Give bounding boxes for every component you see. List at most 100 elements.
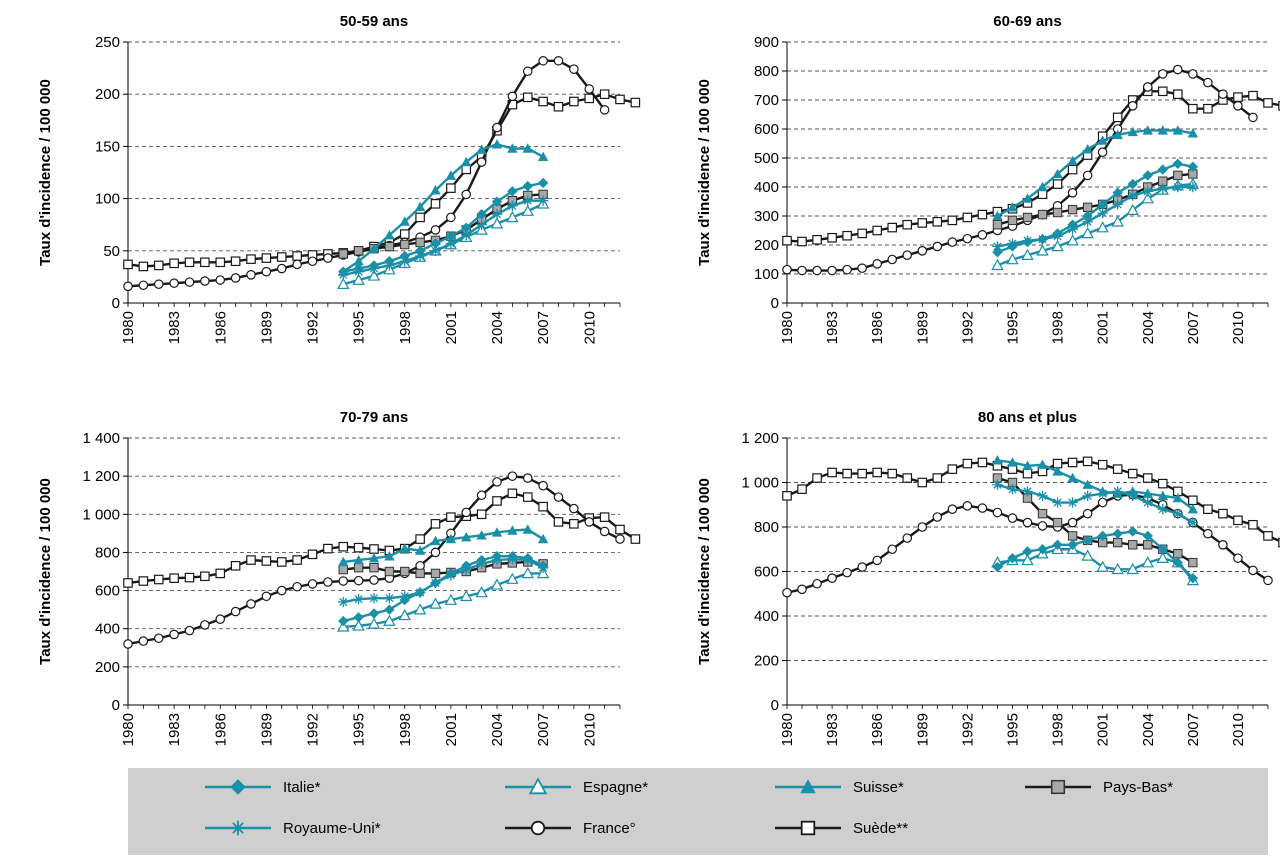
data-point [1097,497,1108,508]
data-point [368,608,380,619]
data-point [992,455,1003,465]
y-tick-label: 150 [95,138,120,155]
legend-label-france: France° [583,819,636,837]
data-point [1081,226,1094,239]
x-tick-label: 2001 [443,713,460,746]
data-point [1067,539,1078,550]
data-point [962,233,973,244]
data-point [1022,236,1033,248]
data-point [522,66,533,77]
data-point [857,228,867,239]
x-tick-label: 1986 [212,311,229,344]
data-point [537,533,549,544]
data-point [123,578,133,588]
data-point [521,566,534,579]
data-point [200,620,210,630]
x-tick-label: 2004 [489,311,506,344]
x-tick-label: 1989 [258,713,275,746]
y-tick-label: 300 [754,208,779,225]
data-point [1142,473,1153,483]
data-point [522,92,533,103]
y-tick-label: 700 [754,92,779,109]
data-point [1188,69,1198,79]
legend-marker [528,777,548,795]
data-point [1248,519,1258,530]
data-point [1112,464,1123,474]
data-point [782,264,792,275]
y-tick-label: 800 [95,544,120,561]
data-point [323,577,333,587]
y-axis-label: Taux d'incidence / 100 000 [37,79,54,266]
data-point [1082,210,1093,222]
legend-swatch-royaume-uni [205,820,271,836]
data-point [246,599,256,609]
legend-item-royaume-uni: Royaume-Uni* [203,815,381,841]
data-point [1097,207,1108,219]
data-point [872,225,882,236]
data-point [230,273,241,283]
data-point [353,554,364,565]
data-point [368,552,380,563]
data-point [369,562,379,573]
data-point [1067,531,1078,541]
data-point [338,266,349,276]
y-tick-label: 800 [754,519,779,536]
data-point [522,524,533,534]
data-point [169,258,179,269]
x-tick-label: 2004 [489,713,506,746]
data-point [414,201,426,212]
y-tick-label: 0 [112,295,120,312]
data-point [292,251,302,261]
data-point [1157,504,1168,515]
series-suede [123,89,641,272]
x-tick-label: 2001 [443,311,460,344]
data-point [1127,190,1138,201]
data-point [430,535,441,546]
data-point [553,517,564,527]
legend-item-italie: Italie* [203,774,321,800]
data-point [599,512,610,522]
data-point [538,480,548,491]
x-tick-label: 2007 [1185,311,1202,344]
data-point [1172,557,1184,568]
legend-item-france: France° [503,815,636,841]
series-italie [992,526,1199,584]
data-point [992,247,1003,258]
data-point [827,265,837,276]
data-point [446,212,456,223]
data-point [1172,125,1184,135]
legend-label-italie: Italie* [283,778,321,796]
chart-title: 50-59 ans [340,13,408,30]
data-point [430,238,441,249]
x-tick-label: 1998 [1050,311,1067,344]
data-point [476,209,487,220]
data-point [1173,64,1183,75]
data-point [887,254,898,265]
data-point [399,543,410,553]
x-tick-label: 1998 [397,713,414,746]
data-point [887,468,898,479]
data-point [584,517,595,527]
data-point [476,554,487,566]
data-point [369,544,379,554]
data-point [1157,490,1168,501]
y-tick-label: 0 [771,295,779,312]
data-point [1188,495,1198,506]
data-point [992,479,1003,490]
data-point [842,567,852,578]
data-point [153,633,164,644]
data-point [1172,158,1184,169]
data-point [1142,186,1153,197]
data-point [1127,101,1138,111]
data-point [353,593,364,605]
data-point [461,189,472,200]
data-point [932,217,943,227]
data-point [384,566,395,577]
y-tick-label: 1 000 [82,506,120,523]
data-point [991,258,1004,271]
data-point [1097,199,1108,210]
data-point [1142,170,1153,181]
y-tick-label: 0 [112,697,120,714]
x-tick-label: 1980 [120,311,137,344]
y-tick-label: 800 [754,63,779,80]
